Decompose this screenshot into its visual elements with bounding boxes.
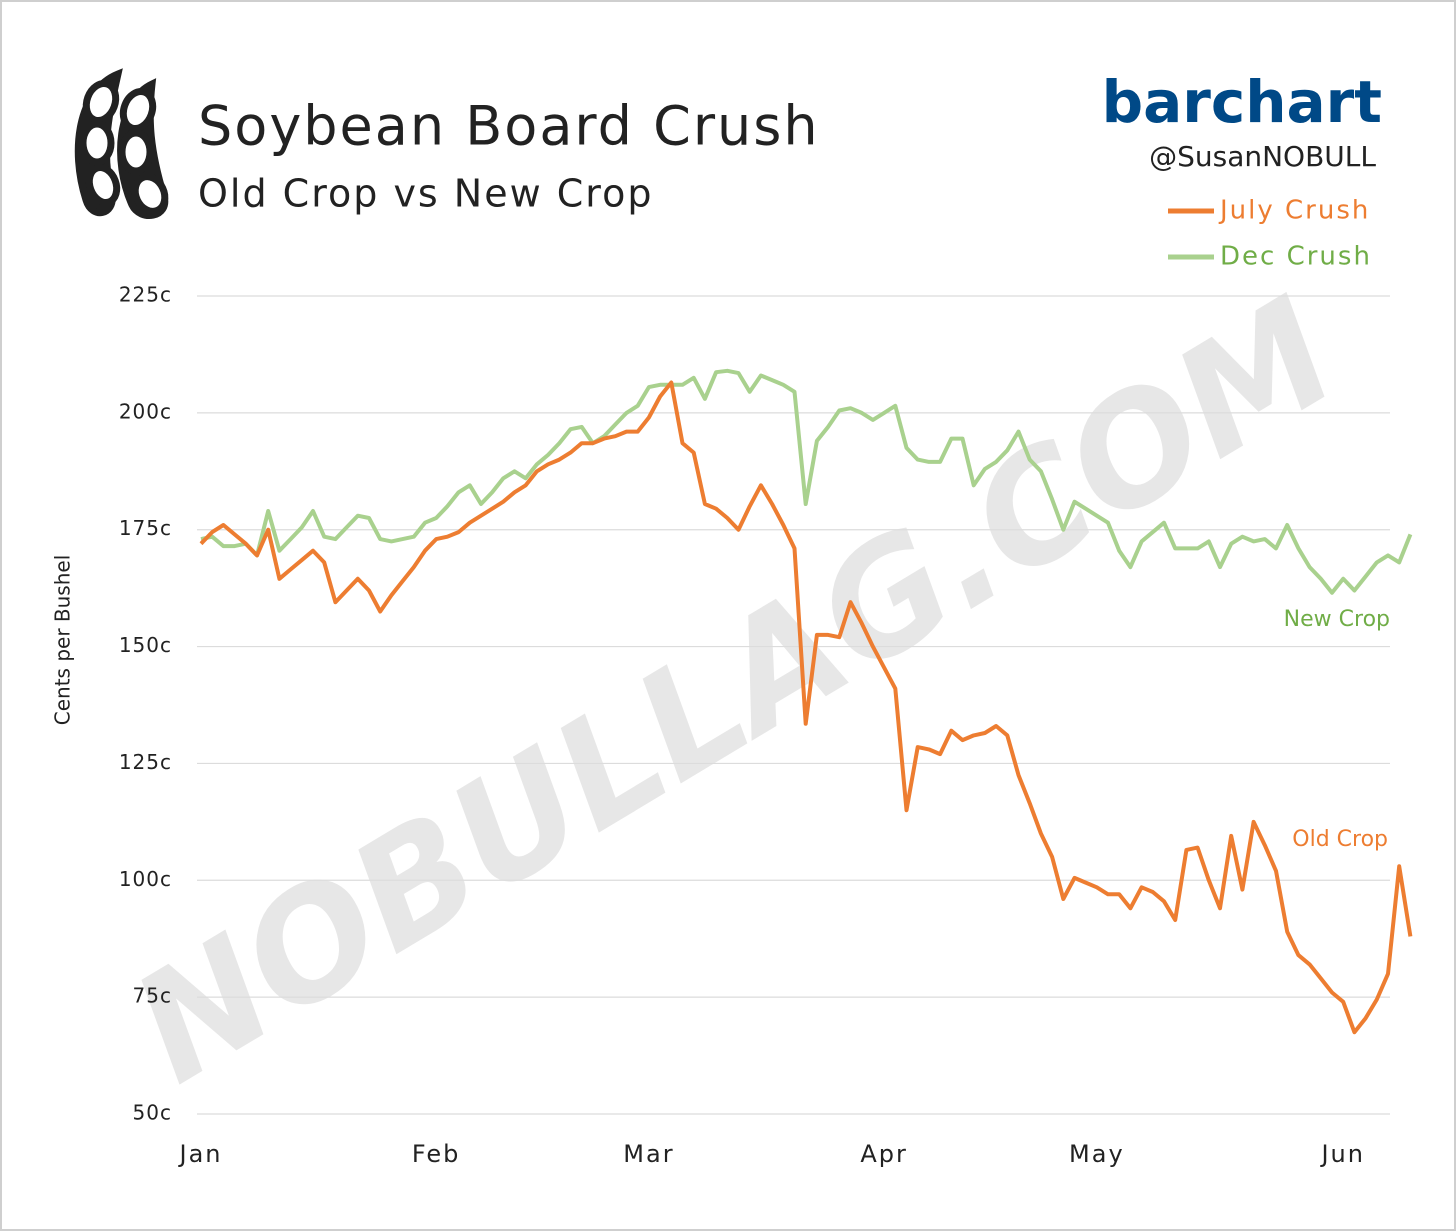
legend-label: July Crush — [1218, 196, 1370, 226]
y-tick-label: 100c — [119, 867, 172, 891]
line-series — [199, 380, 1413, 1035]
annotation: Old Crop — [1292, 827, 1388, 852]
y-axis-label: Cents per Bushel — [51, 555, 75, 726]
y-tick-label: 125c — [119, 750, 172, 774]
x-tick-label: May — [1069, 1140, 1125, 1168]
y-tick-label: 150c — [119, 633, 172, 657]
y-tick-label: 75c — [133, 984, 172, 1008]
annotation: New Crop — [1284, 607, 1390, 632]
y-tick-label: 50c — [133, 1101, 172, 1125]
x-tick-label: Feb — [412, 1140, 461, 1168]
soybean-icon — [74, 68, 169, 219]
legend-label: Dec Crush — [1220, 242, 1372, 272]
chart-title: Soybean Board Crush — [198, 95, 820, 158]
x-tick-label: Mar — [623, 1140, 674, 1168]
brand-logo: barchart — [1102, 68, 1382, 136]
y-tick-label: 225c — [119, 283, 172, 307]
handle: @SusanNOBULL — [1149, 140, 1376, 173]
chart-subtitle: Old Crop vs New Crop — [198, 172, 653, 216]
x-tick-label: Jan — [178, 1140, 223, 1168]
y-tick-label: 200c — [119, 399, 172, 423]
y-tick-label: 175c — [119, 516, 172, 540]
x-tick-label: Apr — [860, 1140, 908, 1168]
x-tick-label: Jun — [1319, 1140, 1365, 1168]
line-series — [200, 368, 1413, 595]
